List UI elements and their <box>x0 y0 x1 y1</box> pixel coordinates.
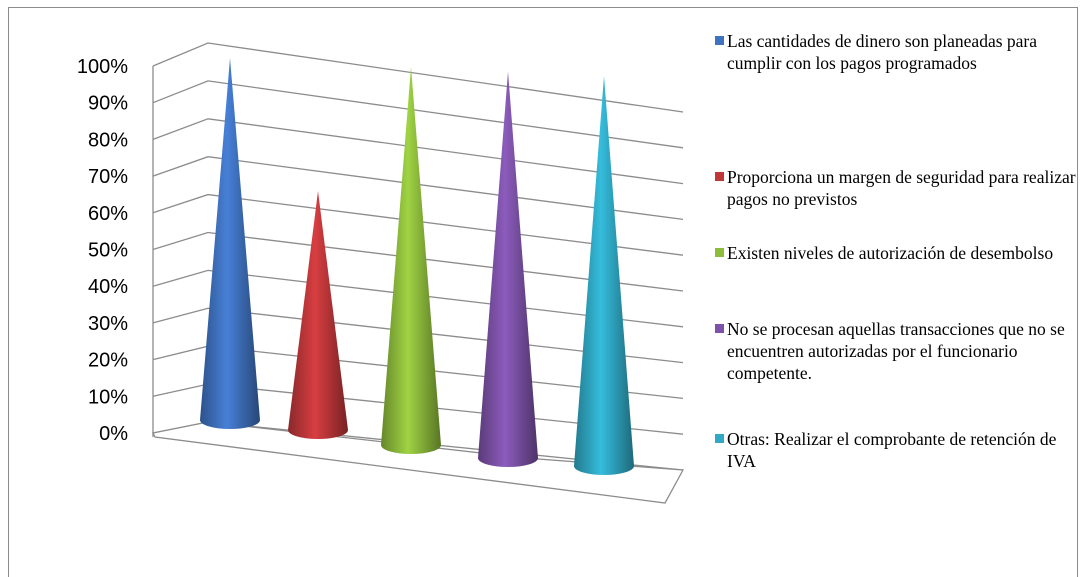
legend-label: Otras: Realizar el comprobante de retenc… <box>727 429 1057 471</box>
cone-body <box>200 58 260 429</box>
y-tick-label: 70% <box>88 166 128 188</box>
y-tick-label: 30% <box>88 313 128 335</box>
cone-bar <box>574 76 634 475</box>
cone-bar <box>478 71 538 467</box>
cone-bar <box>288 191 348 439</box>
y-tick-label: 20% <box>88 350 128 372</box>
legend-label: Proporciona un margen de seguridad para … <box>727 167 1076 209</box>
gridline <box>152 80 684 149</box>
cone-body <box>478 71 538 467</box>
legend-swatch <box>715 434 724 443</box>
gridline <box>152 193 684 256</box>
legend-label: No se procesan aquellas transacciones qu… <box>727 319 1065 383</box>
y-tick-label: 100% <box>77 56 128 78</box>
legend-label: Existen niveles de autorización de desem… <box>727 243 1054 263</box>
y-tick-label: 90% <box>88 93 128 115</box>
chart-plot: 0% 10% 20% 30% 40% 50% 60% 70% 80% 90% 100% <box>77 42 685 504</box>
y-tick-label: 50% <box>88 240 128 262</box>
gridline <box>152 156 684 221</box>
legend-swatch <box>715 324 724 333</box>
cone-bar <box>200 58 260 429</box>
y-tick-label: 0% <box>99 423 128 445</box>
legend-swatch <box>715 248 724 257</box>
gridline <box>152 231 684 292</box>
gridline <box>152 118 684 185</box>
cone-bar <box>381 67 441 454</box>
y-tick-label: 80% <box>88 129 128 151</box>
cone-body <box>288 191 348 439</box>
y-tick-label: 60% <box>88 203 128 225</box>
legend-swatch <box>715 36 724 45</box>
cone-body <box>381 67 441 454</box>
legend-swatch <box>715 172 724 181</box>
cone-body <box>574 76 634 475</box>
y-tick-label: 40% <box>88 276 128 298</box>
gridline <box>152 42 684 113</box>
legend-label: Las cantidades de dinero son planeadas p… <box>727 31 1038 73</box>
y-tick-label: 10% <box>88 386 128 408</box>
